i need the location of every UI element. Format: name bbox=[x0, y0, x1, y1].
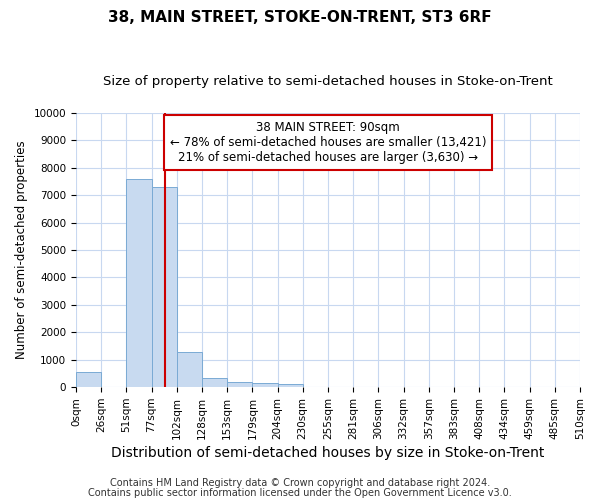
Y-axis label: Number of semi-detached properties: Number of semi-detached properties bbox=[15, 140, 28, 360]
Bar bbox=[253, 383, 278, 387]
Text: Contains HM Land Registry data © Crown copyright and database right 2024.: Contains HM Land Registry data © Crown c… bbox=[110, 478, 490, 488]
Bar bbox=[177, 352, 202, 387]
Bar bbox=[127, 178, 152, 387]
Text: 38, MAIN STREET, STOKE-ON-TRENT, ST3 6RF: 38, MAIN STREET, STOKE-ON-TRENT, ST3 6RF bbox=[108, 10, 492, 25]
Bar bbox=[76, 372, 101, 387]
Title: Size of property relative to semi-detached houses in Stoke-on-Trent: Size of property relative to semi-detach… bbox=[103, 75, 553, 88]
Text: 38 MAIN STREET: 90sqm
← 78% of semi-detached houses are smaller (13,421)
21% of : 38 MAIN STREET: 90sqm ← 78% of semi-deta… bbox=[170, 121, 486, 164]
X-axis label: Distribution of semi-detached houses by size in Stoke-on-Trent: Distribution of semi-detached houses by … bbox=[111, 446, 545, 460]
Text: Contains public sector information licensed under the Open Government Licence v3: Contains public sector information licen… bbox=[88, 488, 512, 498]
Bar bbox=[152, 187, 177, 387]
Bar bbox=[202, 378, 227, 387]
Bar bbox=[227, 382, 253, 387]
Bar bbox=[278, 384, 303, 387]
